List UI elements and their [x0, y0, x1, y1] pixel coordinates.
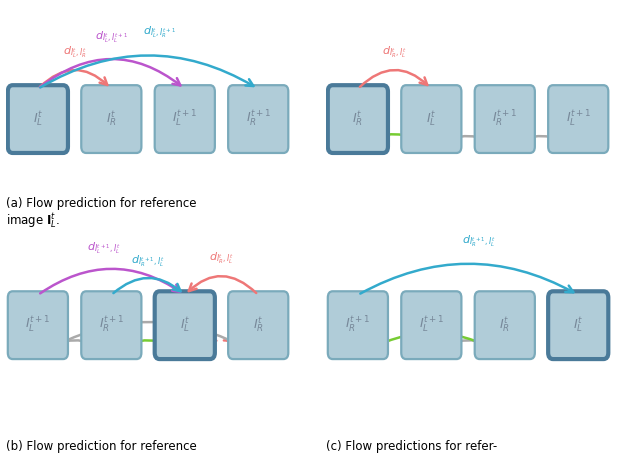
- Text: $d_{I_R^t,I_L^t}$: $d_{I_R^t,I_L^t}$: [382, 44, 407, 60]
- Text: (b) Flow prediction for reference: (b) Flow prediction for reference: [6, 441, 197, 453]
- Text: $I_R^t$: $I_R^t$: [253, 316, 264, 335]
- FancyBboxPatch shape: [328, 85, 388, 153]
- FancyArrowPatch shape: [40, 322, 253, 354]
- Text: (c) Flow predictions for refer-: (c) Flow predictions for refer-: [326, 441, 498, 453]
- FancyArrowPatch shape: [40, 340, 107, 354]
- FancyBboxPatch shape: [8, 85, 68, 153]
- FancyBboxPatch shape: [401, 291, 461, 359]
- FancyArrowPatch shape: [40, 70, 108, 87]
- FancyArrowPatch shape: [360, 333, 500, 354]
- Text: $I_L^{t+1}$: $I_L^{t+1}$: [25, 315, 51, 335]
- Text: $I_L^t$: $I_L^t$: [573, 316, 583, 335]
- FancyBboxPatch shape: [475, 291, 535, 359]
- FancyBboxPatch shape: [548, 85, 608, 153]
- Text: $I_R^t$: $I_R^t$: [353, 109, 364, 129]
- FancyBboxPatch shape: [81, 85, 141, 153]
- FancyArrowPatch shape: [360, 264, 573, 294]
- FancyArrowPatch shape: [116, 340, 182, 354]
- Text: $I_L^{t+1}$: $I_L^{t+1}$: [172, 109, 198, 129]
- Text: $d_{I_L^{t+1},I_L^t}$: $d_{I_L^{t+1},I_L^t}$: [87, 240, 121, 256]
- FancyArrowPatch shape: [436, 136, 502, 148]
- FancyArrowPatch shape: [40, 59, 180, 87]
- FancyArrowPatch shape: [509, 136, 576, 148]
- FancyBboxPatch shape: [228, 85, 288, 153]
- Text: $I_R^t$: $I_R^t$: [106, 109, 116, 129]
- Text: $I_L^{t+1}$: $I_L^{t+1}$: [566, 109, 591, 129]
- FancyArrowPatch shape: [433, 340, 500, 354]
- FancyArrowPatch shape: [113, 278, 180, 293]
- Text: $d_{I_R^{t+1},I_L^t}$: $d_{I_R^{t+1},I_L^t}$: [131, 253, 165, 269]
- FancyBboxPatch shape: [401, 85, 461, 153]
- Text: $I_L^t$: $I_L^t$: [33, 109, 43, 129]
- Text: $I_R^{t+1}$: $I_R^{t+1}$: [246, 109, 271, 129]
- Text: $I_L^t$: $I_L^t$: [180, 316, 190, 335]
- FancyArrowPatch shape: [40, 55, 253, 87]
- Text: $d_{I_R^t,I_L^t}$: $d_{I_R^t,I_L^t}$: [209, 251, 234, 266]
- Text: $d_{I_L^t,I_L^{t+1}}$: $d_{I_L^t,I_L^{t+1}}$: [95, 29, 128, 45]
- FancyArrowPatch shape: [360, 70, 428, 87]
- FancyBboxPatch shape: [328, 291, 388, 359]
- FancyBboxPatch shape: [228, 291, 288, 359]
- Text: $d_{I_L^t,I_R^t}$: $d_{I_L^t,I_R^t}$: [63, 44, 86, 60]
- Text: $I_R^{t+1}$: $I_R^{t+1}$: [345, 315, 371, 335]
- Text: $d_{I_R^{t+1},I_L^t}$: $d_{I_R^{t+1},I_L^t}$: [462, 234, 496, 249]
- FancyBboxPatch shape: [81, 291, 141, 359]
- FancyBboxPatch shape: [8, 291, 68, 359]
- FancyArrowPatch shape: [189, 276, 256, 293]
- Text: $I_L^t$: $I_L^t$: [426, 109, 436, 129]
- Text: $I_L^{t+1}$: $I_L^{t+1}$: [419, 315, 444, 335]
- Text: $d_{I_L^t,I_R^{t+1}}$: $d_{I_L^t,I_R^{t+1}}$: [143, 24, 175, 40]
- FancyBboxPatch shape: [155, 85, 215, 153]
- FancyBboxPatch shape: [475, 85, 535, 153]
- Text: $I_R^t$: $I_R^t$: [499, 316, 510, 335]
- Text: $I_R^{t+1}$: $I_R^{t+1}$: [492, 109, 518, 129]
- FancyBboxPatch shape: [155, 291, 215, 359]
- FancyBboxPatch shape: [548, 291, 608, 359]
- Text: $I_R^{t+1}$: $I_R^{t+1}$: [99, 315, 124, 335]
- Text: (a) Flow prediction for reference
image $\mathbf{I}_L^t$.: (a) Flow prediction for reference image …: [6, 196, 197, 231]
- FancyArrowPatch shape: [362, 134, 429, 147]
- FancyArrowPatch shape: [40, 269, 180, 294]
- FancyArrowPatch shape: [187, 340, 254, 354]
